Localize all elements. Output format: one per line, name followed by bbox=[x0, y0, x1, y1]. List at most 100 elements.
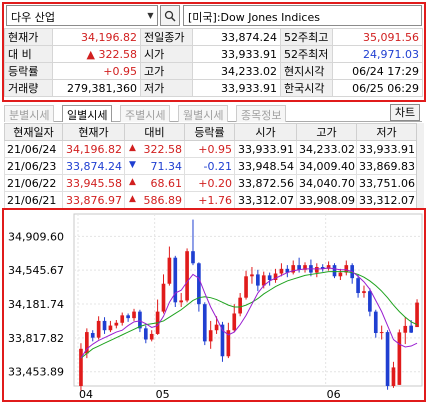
candle-body bbox=[385, 332, 390, 386]
daily-price-table: 현재일자 현재가 대비 등락률 시가 고가 저가 21/06/24 34,196.82 ▲ 322… bbox=[4, 123, 417, 209]
cell-diff: ▲ 68.61 bbox=[124, 174, 185, 192]
y-tick-label: 33,817.82 bbox=[8, 332, 64, 345]
quote-row: 대 비 ▲ 322.58 시가 33,933.91 52주최저 24,971.03 bbox=[4, 45, 423, 63]
quote-label: 대 비 bbox=[4, 45, 53, 63]
candle-body bbox=[397, 332, 402, 385]
candle-body bbox=[338, 272, 343, 277]
symbol-search-input[interactable]: 다우 산업 bbox=[6, 5, 158, 26]
candle-body bbox=[108, 325, 113, 331]
candle-body bbox=[126, 315, 130, 319]
cell-rate: +0.20 bbox=[184, 174, 235, 192]
quote-value: 33,933.91 bbox=[192, 79, 281, 97]
tab-4[interactable]: 종목정보 bbox=[236, 105, 287, 122]
plot-area bbox=[73, 213, 423, 387]
cell-low: 33,933.91 bbox=[356, 140, 417, 158]
y-tick-label: 33,453.89 bbox=[8, 366, 64, 379]
candle-body bbox=[120, 315, 125, 323]
quote-value: 34,196.82 bbox=[52, 28, 141, 46]
x-tick-label: 04 bbox=[79, 388, 93, 400]
column-header[interactable]: 고가 bbox=[296, 123, 357, 141]
candle-body bbox=[102, 320, 107, 331]
candle-body bbox=[356, 278, 360, 294]
column-header[interactable]: 현재가 bbox=[62, 123, 125, 141]
arrow-up-icon: ▲ bbox=[129, 176, 136, 187]
candle-body bbox=[197, 263, 201, 305]
search-button[interactable] bbox=[160, 5, 180, 26]
table-row[interactable]: 21/06/21 33,876.97 ▲ 586.89 +1.76 33,312.07 33… bbox=[4, 191, 417, 209]
index-name: [미국]:Dow Jones Indices bbox=[188, 11, 320, 24]
quote-panel-highlight bbox=[2, 2, 426, 102]
candle-body bbox=[267, 275, 272, 281]
tab-bar: 차트 분별시세 일별시세 주별시세 월별시세 종목정보 bbox=[4, 104, 422, 122]
candle-body bbox=[326, 265, 331, 269]
quote-value: 33,933.91 bbox=[192, 45, 281, 63]
candle-body bbox=[238, 297, 242, 314]
quote-label: 고가 bbox=[140, 62, 193, 80]
column-header[interactable]: 시가 bbox=[234, 123, 297, 141]
candle-body bbox=[415, 302, 419, 328]
quote-value: 06/24 17:29 bbox=[332, 62, 423, 80]
candle-body bbox=[297, 265, 301, 270]
quote-label: 저가 bbox=[140, 79, 193, 97]
column-header[interactable]: 등락률 bbox=[184, 123, 235, 141]
candle-body bbox=[320, 266, 325, 269]
candle-body bbox=[285, 268, 290, 273]
chart-panel-highlight bbox=[2, 208, 426, 402]
candle-body bbox=[303, 265, 307, 270]
tab-2[interactable]: 주별시세 bbox=[120, 105, 171, 122]
cell-open: 33,312.07 bbox=[234, 191, 297, 209]
candle-body bbox=[279, 268, 284, 274]
y-tick-label: 34,545.67 bbox=[8, 264, 64, 277]
cell-open: 33,933.91 bbox=[234, 140, 297, 158]
quote-label: 거래량 bbox=[4, 79, 53, 97]
candle-body bbox=[250, 274, 254, 277]
x-tick-label: 05 bbox=[156, 388, 170, 400]
arrow-up-icon: ▲ bbox=[129, 193, 136, 204]
index-name-field: [미국]:Dow Jones Indices bbox=[183, 5, 422, 26]
candle-body bbox=[368, 291, 372, 312]
tab-1[interactable]: 일별시세 bbox=[62, 105, 113, 122]
cell-open: 33,948.54 bbox=[234, 157, 297, 175]
candle-body bbox=[179, 300, 184, 303]
candle-body bbox=[138, 311, 142, 329]
cell-open: 33,872.56 bbox=[234, 174, 297, 192]
candle-body bbox=[149, 333, 154, 340]
cell-rate: +1.76 bbox=[184, 191, 235, 209]
candle-body bbox=[173, 257, 178, 303]
y-tick-label: 34,181.74 bbox=[8, 298, 64, 311]
table-row[interactable]: 21/06/23 33,874.24 ▼ 71.34 -0.21 33,948.54 34,… bbox=[4, 157, 417, 175]
candle-body bbox=[291, 265, 296, 273]
table-row[interactable]: 21/06/24 34,196.82 ▲ 322.58 +0.95 33,933.91 34… bbox=[4, 140, 417, 158]
moving-average-short-line bbox=[80, 267, 418, 359]
candle-body bbox=[167, 257, 172, 284]
cell-date: 21/06/22 bbox=[4, 174, 63, 192]
column-header[interactable]: 대비 bbox=[124, 123, 185, 141]
table-scrollbar[interactable] bbox=[416, 123, 424, 208]
candle-body bbox=[214, 324, 219, 331]
quote-value: 24,971.03 bbox=[332, 45, 423, 63]
quote-label: 한국시각 bbox=[280, 79, 333, 97]
candle-body bbox=[208, 330, 213, 342]
candle-body bbox=[403, 325, 408, 333]
candle-body bbox=[161, 283, 166, 312]
diff-value: 68.61 bbox=[150, 176, 183, 190]
cell-diff: ▲ 586.89 bbox=[124, 191, 185, 209]
tab-3[interactable]: 월별시세 bbox=[178, 105, 229, 122]
candle-body bbox=[314, 266, 319, 273]
table-row[interactable]: 21/06/22 33,945.58 ▲ 68.61 +0.20 33,872.56 34,… bbox=[4, 174, 417, 192]
quote-label: 등락률 bbox=[4, 62, 53, 80]
candle-body bbox=[344, 265, 349, 273]
chevron-down-icon[interactable]: ▼ bbox=[147, 11, 154, 20]
quote-row: 등락률 +0.95 고가 34,233.02 현지시각 06/24 17:29 bbox=[4, 62, 423, 80]
cell-low: 33,751.06 bbox=[356, 174, 417, 192]
cell-date: 21/06/24 bbox=[4, 140, 63, 158]
search-icon bbox=[164, 10, 176, 22]
cell-diff: ▲ 322.58 bbox=[124, 140, 185, 158]
chart-button[interactable]: 차트 bbox=[390, 104, 420, 121]
tab-0[interactable]: 분별시세 bbox=[4, 105, 55, 122]
column-header[interactable]: 현재일자 bbox=[4, 123, 63, 141]
column-header[interactable]: 저가 bbox=[356, 123, 417, 141]
cell-price: 33,874.24 bbox=[62, 157, 125, 175]
cell-high: 34,009.40 bbox=[296, 157, 357, 175]
quote-value: +0.95 bbox=[52, 62, 141, 80]
